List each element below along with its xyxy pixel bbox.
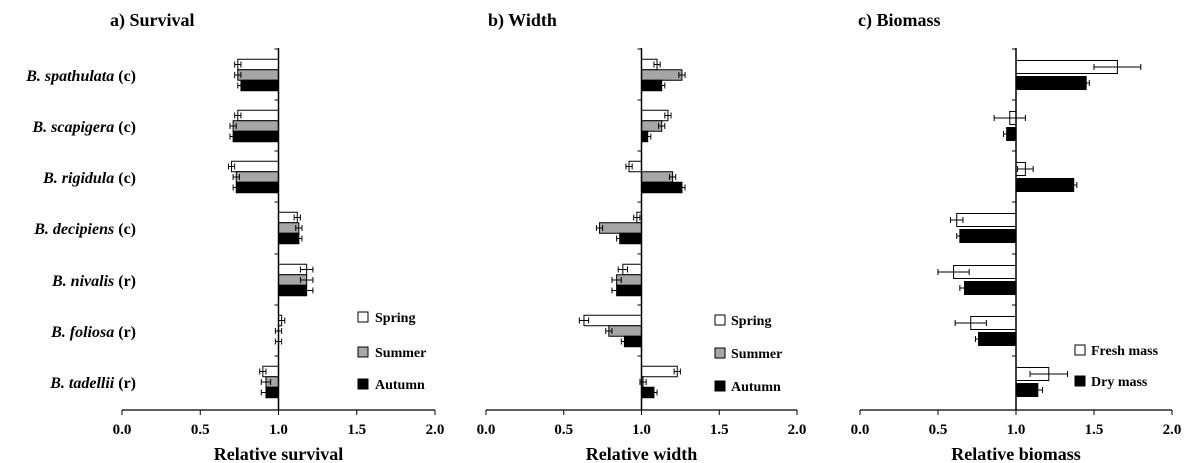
panel-biomass: c) Biomass 0.0 0.5 1.0 1.5 2.0 Relative biomas… [851, 10, 1182, 463]
x-axis-label: Relative survival [214, 444, 343, 463]
legend-label: Dry mass [1091, 375, 1148, 390]
bar-dry-mass [1015, 178, 1075, 192]
panel-survival: a) Survival 0.0 0.5 1.0 1.5 2.0 Relative survi… [110, 10, 444, 463]
species-tag: (c) [118, 221, 136, 238]
legend-swatch [1074, 375, 1086, 387]
species-tag: (c) [118, 68, 136, 85]
x-axis-label: Relative width [586, 444, 698, 463]
bar-spring [237, 58, 279, 71]
species-label: B. foliosa (r) [50, 324, 136, 341]
x-tick-label: 1.0 [1007, 422, 1026, 438]
x-tick-label: 0.5 [554, 422, 573, 438]
species-name: B. scapigera [31, 119, 118, 136]
panel-title: b) Width [488, 10, 557, 31]
species-tag: (r) [118, 273, 136, 290]
legend-swatch [357, 378, 369, 390]
x-tick-label: 2.0 [788, 422, 807, 438]
bar-summer [599, 222, 643, 234]
x-tick-label: 0.5 [929, 422, 948, 438]
x-tick-label: 2.0 [1163, 422, 1182, 438]
species-label: B. decipiens (c) [33, 221, 136, 238]
x-tick-label: 0.0 [113, 422, 132, 438]
legend-label: Autumn [375, 378, 425, 393]
bar-dry-mass [978, 332, 1017, 346]
species-tag: (r) [118, 324, 136, 341]
bar-spring [641, 365, 678, 378]
panel-width: b) Width 0.0 0.5 1.0 1.5 2.0 Relative width Spr… [477, 10, 807, 463]
legend-swatch [714, 347, 726, 359]
panel-title: a) Survival [110, 10, 195, 31]
species-name: B. rigidula [42, 170, 118, 187]
x-tick-label: 1.5 [710, 422, 729, 438]
bar-spring [237, 109, 279, 122]
x-tick-label: 0.5 [191, 422, 210, 438]
bar-summer [235, 171, 279, 183]
bar-autumn [235, 181, 279, 194]
bar-dry-mass [964, 281, 1017, 295]
bar-dry-mass [959, 229, 1017, 243]
panel-title: c) Biomass [858, 10, 941, 31]
bar-dry-mass [1015, 76, 1087, 90]
species-name: B. foliosa [50, 324, 118, 341]
species-label: B. rigidula (c) [42, 170, 136, 187]
x-tick-label: 1.0 [269, 422, 288, 438]
bar-summer [641, 171, 674, 183]
legend-swatch [357, 346, 369, 358]
x-tick-label: 1.5 [1085, 422, 1104, 438]
legend-label: Spring [375, 311, 415, 326]
species-label: B. spathulata (c) [25, 68, 136, 85]
legend-swatch [357, 311, 369, 323]
legend-label: Autumn [731, 380, 781, 395]
species-label: B. nivalis (r) [51, 273, 136, 290]
bar-autumn [240, 79, 280, 92]
bar-summer [232, 120, 280, 132]
species-name: B. decipiens [33, 221, 118, 238]
x-axis-label: Relative biomass [951, 444, 1081, 463]
x-tick-label: 0.0 [477, 422, 496, 438]
bar-summer [641, 69, 683, 81]
legend-label: Fresh mass [1091, 344, 1159, 359]
legend-label: Summer [375, 346, 426, 361]
bar-spring [231, 160, 280, 173]
bar-fresh-mass [956, 213, 1017, 227]
bar-spring [583, 314, 643, 327]
legend-label: Spring [731, 314, 771, 329]
species-labels: B. spathulata (c)B. scapigera (c)B. rigi… [25, 68, 136, 392]
species-name: B. nivalis [51, 273, 118, 290]
x-tick-label: 2.0 [426, 422, 445, 438]
species-tag: (r) [118, 375, 136, 392]
bar-spring [641, 109, 669, 122]
legend-swatch [714, 314, 726, 326]
bar-summer [237, 69, 279, 81]
species-tag: (c) [118, 119, 136, 136]
bar-summer [608, 325, 642, 337]
species-name: B. tadellii [49, 375, 118, 392]
x-tick-label: 1.5 [347, 422, 366, 438]
species-label: B. scapigera (c) [31, 119, 136, 136]
legend-label: Summer [731, 347, 782, 362]
legend-swatch [714, 380, 726, 392]
bar-autumn [641, 181, 683, 194]
x-tick-label: 0.0 [851, 422, 870, 438]
species-name: B. spathulata [25, 68, 118, 85]
legend-swatch [1074, 344, 1086, 356]
species-tag: (c) [118, 170, 136, 187]
species-label: B. tadellii (r) [49, 375, 136, 392]
bar-autumn [232, 130, 280, 143]
x-tick-label: 1.0 [632, 422, 651, 438]
